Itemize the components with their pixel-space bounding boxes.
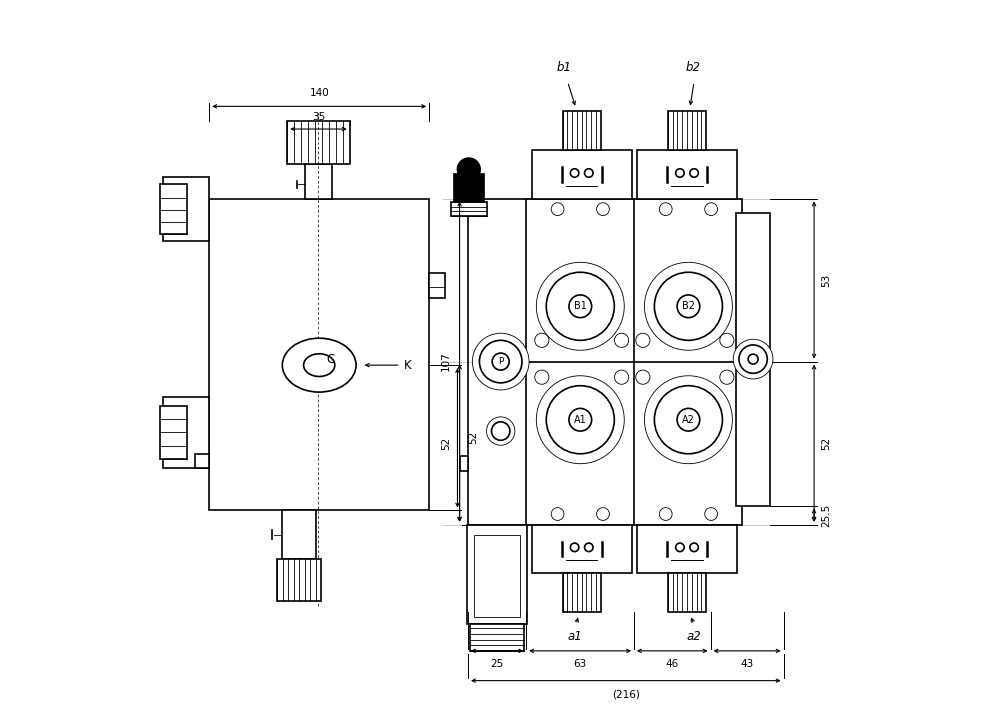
- Text: a1: a1: [567, 630, 582, 642]
- Bar: [160, 184, 187, 234]
- Circle shape: [487, 417, 515, 445]
- Text: (216): (216): [612, 689, 640, 699]
- Bar: [209, 199, 429, 510]
- Circle shape: [677, 295, 700, 318]
- Text: 46: 46: [666, 659, 679, 669]
- Text: 35: 35: [312, 112, 325, 122]
- Bar: [451, 202, 487, 216]
- Bar: [563, 111, 601, 150]
- Text: 25: 25: [491, 659, 504, 669]
- Text: 140: 140: [309, 88, 329, 98]
- Circle shape: [654, 272, 722, 340]
- Circle shape: [676, 543, 684, 552]
- Bar: [532, 525, 632, 573]
- Bar: [532, 150, 632, 199]
- Bar: [163, 397, 209, 468]
- Text: P: P: [498, 357, 503, 366]
- Bar: [736, 213, 770, 506]
- Ellipse shape: [282, 338, 356, 392]
- Text: 25.5: 25.5: [821, 503, 831, 527]
- Text: 63: 63: [573, 659, 587, 669]
- Bar: [563, 573, 601, 612]
- Bar: [460, 456, 468, 471]
- Circle shape: [705, 508, 717, 520]
- Bar: [668, 573, 706, 612]
- Circle shape: [546, 272, 614, 340]
- Circle shape: [644, 262, 732, 350]
- Circle shape: [615, 370, 629, 384]
- Text: 52: 52: [821, 437, 831, 450]
- Text: a2: a2: [687, 630, 701, 642]
- Text: A2: A2: [682, 415, 695, 425]
- Circle shape: [597, 508, 609, 520]
- Circle shape: [720, 333, 734, 347]
- Circle shape: [492, 353, 509, 370]
- Circle shape: [690, 169, 698, 177]
- Bar: [429, 273, 445, 298]
- Circle shape: [457, 158, 480, 181]
- Circle shape: [636, 333, 650, 347]
- Bar: [637, 525, 737, 573]
- Circle shape: [479, 340, 522, 383]
- Circle shape: [676, 169, 684, 177]
- Bar: [195, 454, 209, 468]
- Text: B1: B1: [574, 301, 587, 311]
- Bar: [637, 150, 737, 199]
- Bar: [467, 525, 527, 624]
- Circle shape: [585, 543, 593, 552]
- Bar: [305, 164, 332, 199]
- Bar: [454, 174, 484, 202]
- Bar: [163, 177, 209, 241]
- Circle shape: [491, 422, 510, 440]
- Circle shape: [748, 354, 758, 364]
- Text: 52: 52: [468, 431, 478, 445]
- Circle shape: [733, 340, 773, 379]
- Circle shape: [535, 333, 549, 347]
- Circle shape: [615, 333, 629, 347]
- Bar: [160, 406, 187, 459]
- Circle shape: [720, 370, 734, 384]
- Circle shape: [690, 543, 698, 552]
- Bar: [474, 535, 520, 617]
- Circle shape: [644, 376, 732, 464]
- Circle shape: [570, 169, 579, 177]
- Circle shape: [536, 376, 624, 464]
- Circle shape: [677, 408, 700, 431]
- Circle shape: [585, 169, 593, 177]
- Circle shape: [659, 203, 672, 216]
- Circle shape: [472, 333, 529, 390]
- Circle shape: [546, 386, 614, 454]
- Circle shape: [535, 370, 549, 384]
- Bar: [468, 199, 533, 525]
- Text: K: K: [404, 359, 412, 372]
- Circle shape: [551, 508, 564, 520]
- Text: 53: 53: [821, 274, 831, 286]
- Text: b1: b1: [556, 62, 571, 74]
- Text: B2: B2: [682, 301, 695, 311]
- Text: b2: b2: [685, 62, 700, 74]
- Ellipse shape: [304, 354, 335, 376]
- Circle shape: [636, 370, 650, 384]
- Circle shape: [569, 408, 592, 431]
- Bar: [287, 121, 350, 164]
- Text: 52: 52: [441, 437, 451, 450]
- Circle shape: [654, 386, 722, 454]
- Bar: [277, 559, 321, 601]
- Circle shape: [570, 543, 579, 552]
- Circle shape: [705, 203, 717, 216]
- Circle shape: [536, 262, 624, 350]
- Text: 43: 43: [740, 659, 754, 669]
- Circle shape: [551, 203, 564, 216]
- Circle shape: [739, 345, 767, 373]
- Text: A1: A1: [574, 415, 587, 425]
- Circle shape: [659, 508, 672, 520]
- Text: C: C: [326, 353, 335, 366]
- Bar: [668, 111, 706, 150]
- Text: 107: 107: [441, 352, 451, 372]
- Bar: [526, 199, 742, 525]
- Circle shape: [597, 203, 609, 216]
- Circle shape: [569, 295, 592, 318]
- Bar: [470, 624, 524, 651]
- Bar: [282, 510, 316, 559]
